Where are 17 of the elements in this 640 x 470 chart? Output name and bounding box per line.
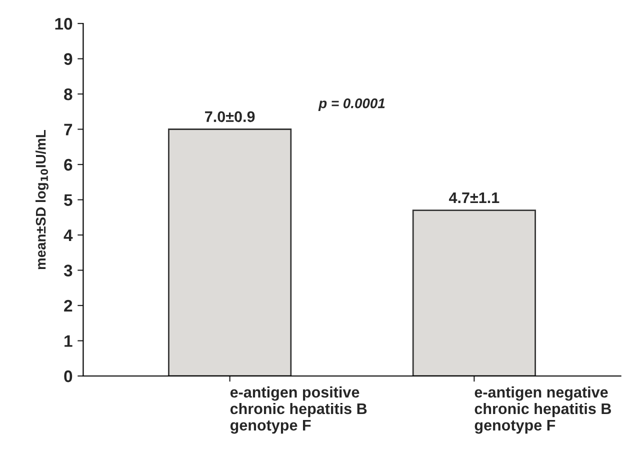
- y-tick-label: 1: [64, 335, 72, 347]
- y-tick-label: 7: [64, 124, 72, 136]
- annotation: p = 0.0001: [318, 98, 385, 111]
- y-tick-label: 3: [64, 264, 72, 276]
- y-tick-label: 5: [64, 194, 72, 206]
- y-tick-label: 6: [64, 158, 72, 171]
- data-label: 4.7±1.1: [448, 192, 500, 203]
- y-tick-label: 0: [64, 370, 72, 382]
- y-tick-label: 2: [64, 300, 72, 312]
- x-tick-label: e-antigen positive chronic hepatitis B genotype F: [230, 386, 367, 434]
- y-tick-label: 8: [64, 88, 72, 100]
- x-tick-label: e-antigen negative chronic hepatitis B genotype F: [474, 386, 612, 434]
- y-tick-label: 10: [55, 18, 72, 30]
- data-label: 7.0±0.9: [205, 111, 255, 122]
- y-axis-title: mean±SD log$_{10}$IU/mL: [35, 130, 49, 270]
- y-tick-label: 9: [64, 53, 72, 65]
- y-tick-label: 4: [64, 230, 73, 242]
